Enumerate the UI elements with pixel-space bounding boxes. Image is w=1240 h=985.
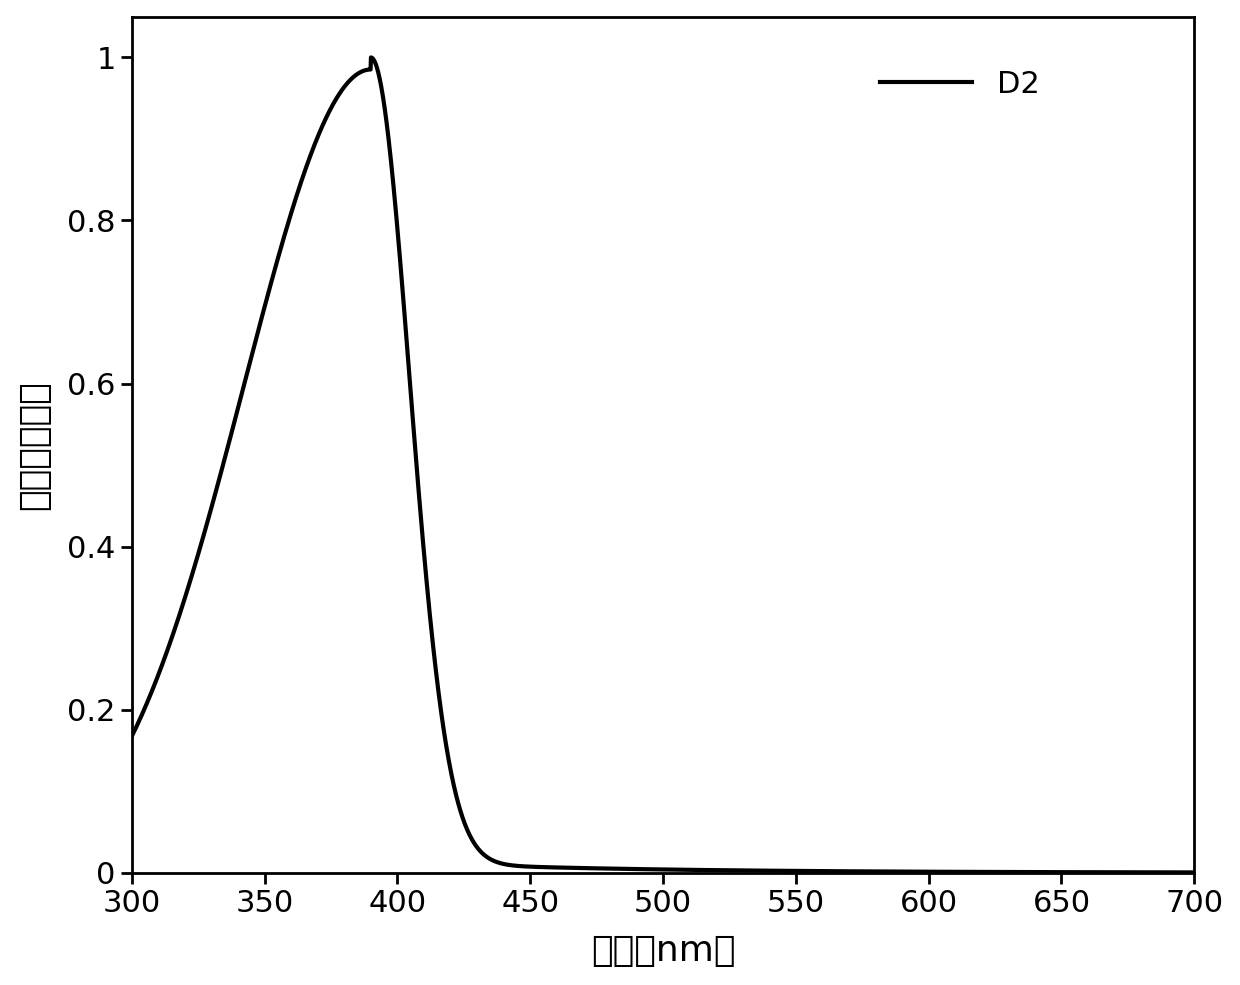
Legend: D2: D2 <box>868 58 1052 111</box>
Line: D2: D2 <box>131 57 1194 873</box>
D2 <box>246 345 260 357</box>
Y-axis label: 相对吸收强度: 相对吸收强度 <box>16 380 51 509</box>
D2 <box>124 730 139 742</box>
D2 <box>1167 867 1182 879</box>
D2 <box>363 51 378 63</box>
X-axis label: 波长（nm）: 波长（nm） <box>590 935 735 968</box>
D2 <box>578 862 593 874</box>
D2 <box>1052 866 1066 878</box>
D2 <box>309 135 324 147</box>
D2 <box>1187 867 1202 879</box>
D2 <box>532 861 547 873</box>
